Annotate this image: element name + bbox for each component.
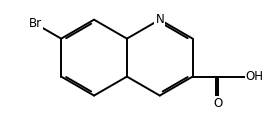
Text: OH: OH (246, 70, 264, 83)
Text: Br: Br (29, 17, 42, 30)
Text: N: N (155, 13, 164, 26)
Text: O: O (214, 97, 223, 110)
